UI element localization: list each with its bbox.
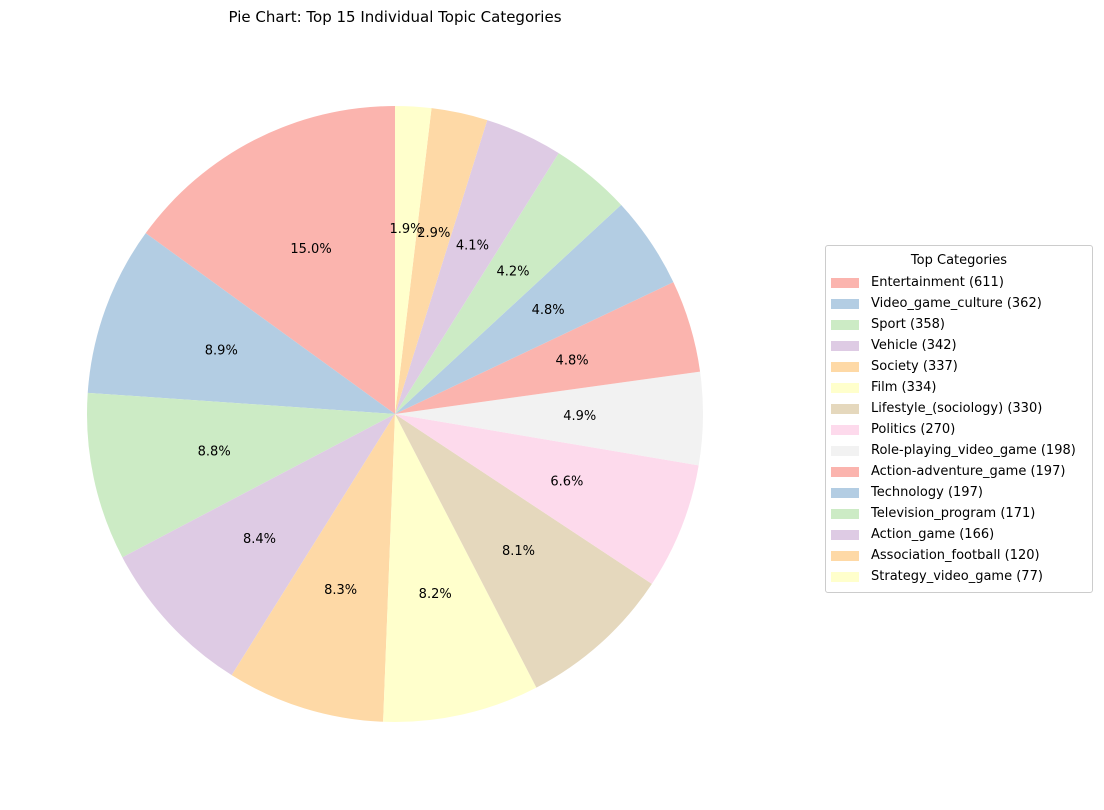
legend-swatch-7 xyxy=(831,424,859,435)
pie-labels: 15.0% 8.9% 8.8% 8.4% 8.3% 8.2% 8.1% 6.6% 4.9% 4.8… xyxy=(198,222,597,602)
pie-slice-9 xyxy=(395,282,701,414)
legend-label-3: Vehicle (342) xyxy=(871,338,957,353)
legend-item-5: Film (334) xyxy=(826,377,1092,398)
pie-pct-label-10: 4.8% xyxy=(532,303,565,318)
legend-items: Entertainment (611) Video_game_culture (3… xyxy=(826,272,1092,587)
legend-item-2: Sport (358) xyxy=(826,314,1092,335)
legend-swatch-6 xyxy=(831,403,859,414)
pie-slice-11 xyxy=(395,153,622,414)
pie-slices xyxy=(87,106,703,722)
pie-slice-13 xyxy=(395,108,488,414)
legend: Top Categories Entertainment (611) Video_… xyxy=(825,245,1093,593)
legend-item-4: Society (337) xyxy=(826,356,1092,377)
pie-pct-label-8: 4.9% xyxy=(563,409,596,424)
pie-pct-label-1: 8.9% xyxy=(205,343,238,358)
legend-label-4: Society (337) xyxy=(871,359,958,374)
legend-item-13: Association_football (120) xyxy=(826,545,1092,566)
legend-swatch-0 xyxy=(831,277,859,288)
legend-swatch-4 xyxy=(831,361,859,372)
pie-pct-label-6: 8.1% xyxy=(502,544,535,559)
pie-slice-12 xyxy=(395,120,559,415)
legend-swatch-13 xyxy=(831,550,859,561)
legend-label-1: Video_game_culture (362) xyxy=(871,296,1042,311)
legend-item-8: Role-playing_video_game (198) xyxy=(826,440,1092,461)
legend-swatch-11 xyxy=(831,508,859,519)
pie-slice-1 xyxy=(87,233,396,414)
legend-label-11: Television_program (171) xyxy=(871,506,1036,521)
legend-item-7: Politics (270) xyxy=(826,419,1092,440)
legend-swatch-10 xyxy=(831,487,859,498)
chart-title: Pie Chart: Top 15 Individual Topic Categ… xyxy=(228,8,562,26)
pie-slice-8 xyxy=(395,371,703,466)
legend-label-8: Role-playing_video_game (198) xyxy=(871,443,1076,458)
pie-pct-label-4: 8.3% xyxy=(324,583,357,598)
legend-label-9: Action-adventure_game (197) xyxy=(871,464,1066,479)
pie-pct-label-5: 8.2% xyxy=(419,587,452,602)
legend-item-9: Action-adventure_game (197) xyxy=(826,461,1092,482)
pie-slice-6 xyxy=(395,414,652,688)
pie-slice-0 xyxy=(145,106,395,414)
legend-title: Top Categories xyxy=(910,253,1008,268)
legend-item-1: Video_game_culture (362) xyxy=(826,293,1092,314)
pie-pct-label-3: 8.4% xyxy=(243,532,276,547)
legend-item-0: Entertainment (611) xyxy=(826,272,1092,293)
legend-swatch-5 xyxy=(831,382,859,393)
pie-chart: 15.0% 8.9% 8.8% 8.4% 8.3% 8.2% 8.1% 6.6% 4.9% 4.8… xyxy=(87,106,703,722)
legend-label-2: Sport (358) xyxy=(871,317,945,332)
legend-swatch-8 xyxy=(831,445,859,456)
legend-swatch-3 xyxy=(831,340,859,351)
pie-pct-label-11: 4.2% xyxy=(496,264,529,279)
legend-label-6: Lifestyle_(sociology) (330) xyxy=(871,401,1043,416)
legend-item-14: Strategy_video_game (77) xyxy=(826,566,1092,587)
legend-label-14: Strategy_video_game (77) xyxy=(871,569,1043,584)
legend-label-7: Politics (270) xyxy=(871,422,956,437)
pie-pct-label-14: 1.9% xyxy=(389,222,422,237)
legend-label-0: Entertainment (611) xyxy=(871,275,1004,290)
pie-pct-label-9: 4.8% xyxy=(556,354,589,369)
pie-pct-label-13: 2.9% xyxy=(417,226,450,241)
legend-item-10: Technology (197) xyxy=(826,482,1092,503)
legend-swatch-12 xyxy=(831,529,859,540)
legend-swatch-9 xyxy=(831,466,859,477)
legend-swatch-1 xyxy=(831,298,859,309)
legend-item-12: Action_game (166) xyxy=(826,524,1092,545)
pie-slice-5 xyxy=(383,414,537,722)
pie-slice-14 xyxy=(395,106,432,414)
pie-slice-10 xyxy=(395,204,674,414)
legend-label-13: Association_football (120) xyxy=(871,548,1040,563)
pie-slice-7 xyxy=(395,414,699,584)
legend-item-6: Lifestyle_(sociology) (330) xyxy=(826,398,1092,419)
legend-label-10: Technology (197) xyxy=(871,485,983,500)
pie-pct-label-12: 4.1% xyxy=(456,239,489,254)
legend-swatch-14 xyxy=(831,571,859,582)
pie-pct-label-7: 6.6% xyxy=(550,474,583,489)
pie-slice-4 xyxy=(231,414,395,722)
pie-slice-3 xyxy=(122,414,395,676)
pie-slice-2 xyxy=(87,392,396,558)
legend-item-11: Television_program (171) xyxy=(826,503,1092,524)
legend-label-5: Film (334) xyxy=(871,380,937,395)
pie-pct-label-0: 15.0% xyxy=(290,242,331,257)
legend-label-12: Action_game (166) xyxy=(871,527,995,542)
legend-swatch-2 xyxy=(831,319,859,330)
pie-pct-label-2: 8.8% xyxy=(198,445,231,460)
legend-item-3: Vehicle (342) xyxy=(826,335,1092,356)
